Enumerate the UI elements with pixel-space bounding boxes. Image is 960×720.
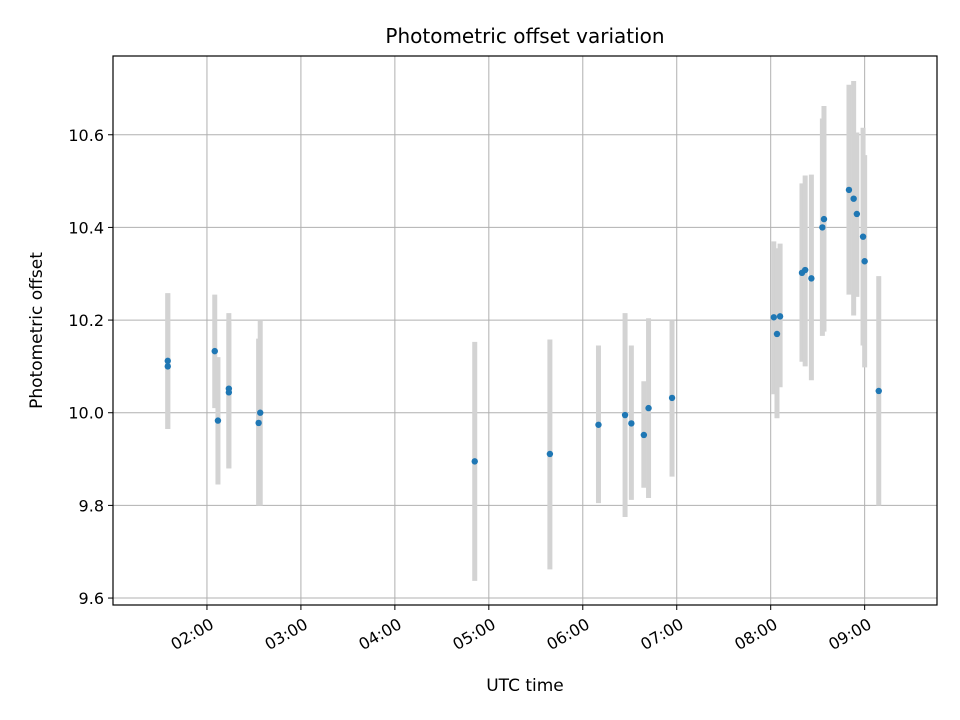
data-point	[861, 258, 868, 265]
data-point	[808, 275, 815, 282]
y-tick-label: 10.4	[68, 218, 104, 237]
data-point	[257, 409, 264, 416]
data-point	[621, 411, 629, 419]
y-axis-title: Photometric offset	[27, 252, 47, 409]
data-point	[645, 404, 652, 412]
data-point	[214, 417, 222, 424]
data-point	[773, 330, 781, 338]
data-point	[820, 215, 828, 223]
data-point	[801, 266, 809, 274]
data-point	[850, 195, 857, 202]
data-point	[819, 224, 826, 231]
y-tick-label: 10.2	[68, 311, 104, 330]
data-point	[255, 419, 262, 427]
data-point	[471, 458, 478, 465]
y-tick-label: 10.6	[68, 126, 104, 145]
y-tick-label: 10.0	[68, 404, 104, 423]
data-point	[875, 387, 882, 395]
data-point	[770, 314, 777, 321]
data-points	[164, 186, 882, 465]
chart-title: Photometric offset variation	[385, 24, 664, 48]
y-tick-label: 9.8	[79, 496, 104, 515]
data-point	[845, 186, 853, 194]
data-point	[628, 420, 635, 427]
data-point	[164, 363, 171, 370]
x-axis-title: UTC time	[486, 676, 564, 696]
y-tick-label: 9.6	[79, 589, 104, 608]
data-point	[640, 431, 648, 439]
data-point	[164, 357, 171, 365]
data-point	[225, 389, 233, 396]
data-point	[853, 210, 861, 218]
data-point	[668, 394, 676, 402]
data-point	[776, 313, 784, 320]
data-point	[859, 233, 867, 240]
data-point	[546, 450, 554, 458]
plot-frame	[112, 55, 938, 606]
data-point	[595, 421, 602, 428]
data-point	[211, 347, 218, 355]
